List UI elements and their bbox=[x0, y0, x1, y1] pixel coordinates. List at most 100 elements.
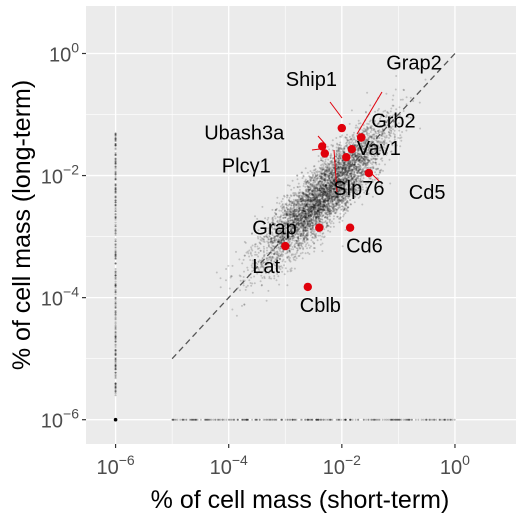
cloud-point bbox=[281, 266, 284, 269]
cloud-point bbox=[312, 181, 315, 184]
cloud-point bbox=[383, 143, 386, 146]
cloud-point bbox=[347, 164, 350, 167]
cloud-point bbox=[330, 196, 333, 199]
cloud-point bbox=[338, 174, 340, 177]
cloud-point bbox=[322, 164, 325, 167]
cloud-point bbox=[326, 179, 328, 182]
cloud-point bbox=[319, 218, 322, 221]
cloud-point bbox=[285, 207, 288, 209]
cloud-point bbox=[324, 216, 327, 219]
cloud-point bbox=[383, 131, 386, 134]
cloud-point bbox=[314, 173, 317, 176]
cloud-point bbox=[317, 201, 320, 204]
cloud-point bbox=[349, 203, 352, 206]
cloud-point bbox=[372, 180, 374, 183]
cloud-point bbox=[320, 186, 323, 189]
cloud-point bbox=[337, 182, 340, 185]
cloud-point bbox=[322, 168, 324, 171]
cloud-point bbox=[344, 174, 347, 177]
cloud-point bbox=[301, 171, 304, 174]
cloud-point bbox=[297, 213, 300, 216]
cloud-point bbox=[295, 239, 298, 242]
cloud-point bbox=[230, 275, 233, 278]
cloud-point bbox=[295, 194, 298, 197]
cloud-point bbox=[342, 179, 345, 182]
cloud-point bbox=[242, 276, 245, 278]
cloud-point bbox=[303, 241, 306, 244]
cloud-point bbox=[377, 145, 380, 147]
cloud-point bbox=[250, 284, 253, 287]
cloud-point bbox=[288, 225, 291, 228]
cloud-point bbox=[272, 245, 275, 248]
cloud-point bbox=[339, 182, 342, 185]
cloud-point bbox=[316, 210, 318, 213]
cloud-point bbox=[310, 231, 312, 234]
cloud-point bbox=[375, 124, 378, 127]
cloud-point bbox=[401, 98, 404, 101]
cloud-point bbox=[337, 157, 339, 160]
cloud-point bbox=[323, 203, 326, 206]
cloud-point bbox=[305, 194, 308, 197]
cloud-point bbox=[317, 234, 320, 237]
cloud-point bbox=[273, 252, 276, 255]
cloud-point bbox=[317, 189, 320, 192]
cloud-point bbox=[289, 213, 292, 216]
cloud-point bbox=[320, 170, 323, 173]
cloud-point bbox=[298, 246, 301, 249]
cloud-point bbox=[312, 247, 315, 249]
cloud-point bbox=[353, 181, 356, 184]
cloud-point bbox=[229, 276, 232, 279]
cloud-point bbox=[354, 188, 357, 191]
cloud-point bbox=[334, 191, 337, 193]
cloud-point bbox=[388, 133, 391, 136]
cloud-point bbox=[327, 172, 330, 175]
cloud-point bbox=[325, 169, 328, 172]
cloud-point bbox=[324, 215, 327, 218]
cloud-point bbox=[346, 171, 349, 174]
cloud-point bbox=[329, 174, 331, 177]
cloud-point bbox=[352, 142, 355, 145]
cloud-point bbox=[311, 190, 314, 192]
cloud-point bbox=[311, 236, 314, 239]
cloud-point bbox=[290, 248, 293, 251]
cloud-point bbox=[331, 149, 334, 152]
cloud-point bbox=[329, 198, 331, 201]
cloud-point bbox=[302, 182, 305, 185]
cloud-point bbox=[353, 144, 356, 147]
cloud-point bbox=[285, 237, 288, 240]
cloud-point bbox=[318, 208, 321, 211]
cloud-point bbox=[357, 187, 360, 190]
cloud-point bbox=[300, 242, 302, 245]
cloud-point bbox=[327, 195, 330, 198]
cloud-point bbox=[280, 229, 283, 232]
cloud-point bbox=[320, 182, 323, 184]
cloud-point bbox=[329, 189, 332, 192]
cloud-point bbox=[304, 207, 306, 210]
cloud-point bbox=[348, 122, 351, 125]
cloud-point bbox=[369, 152, 372, 155]
cloud-point bbox=[337, 162, 340, 165]
cloud-point bbox=[316, 190, 319, 193]
cloud-point bbox=[341, 166, 344, 169]
cloud-point bbox=[324, 205, 327, 208]
cloud-point bbox=[296, 206, 298, 209]
cloud-point bbox=[333, 215, 335, 218]
cloud-point bbox=[288, 213, 291, 216]
cloud-point bbox=[377, 113, 379, 116]
cloud-point bbox=[330, 192, 333, 194]
cloud-point bbox=[293, 212, 295, 215]
cloud-point bbox=[326, 199, 329, 202]
cloud-point bbox=[337, 181, 340, 184]
cloud-point bbox=[294, 253, 297, 256]
cloud-point bbox=[285, 206, 288, 209]
cloud-point bbox=[318, 220, 321, 223]
cloud-point bbox=[324, 185, 327, 188]
cloud-point bbox=[308, 206, 310, 209]
cloud-point bbox=[305, 224, 308, 227]
cloud-point bbox=[303, 200, 305, 203]
cloud-point bbox=[333, 209, 336, 212]
cloud-point bbox=[291, 200, 294, 203]
cloud-point bbox=[260, 237, 263, 240]
cloud-point bbox=[304, 245, 307, 248]
cloud-point bbox=[345, 178, 348, 181]
